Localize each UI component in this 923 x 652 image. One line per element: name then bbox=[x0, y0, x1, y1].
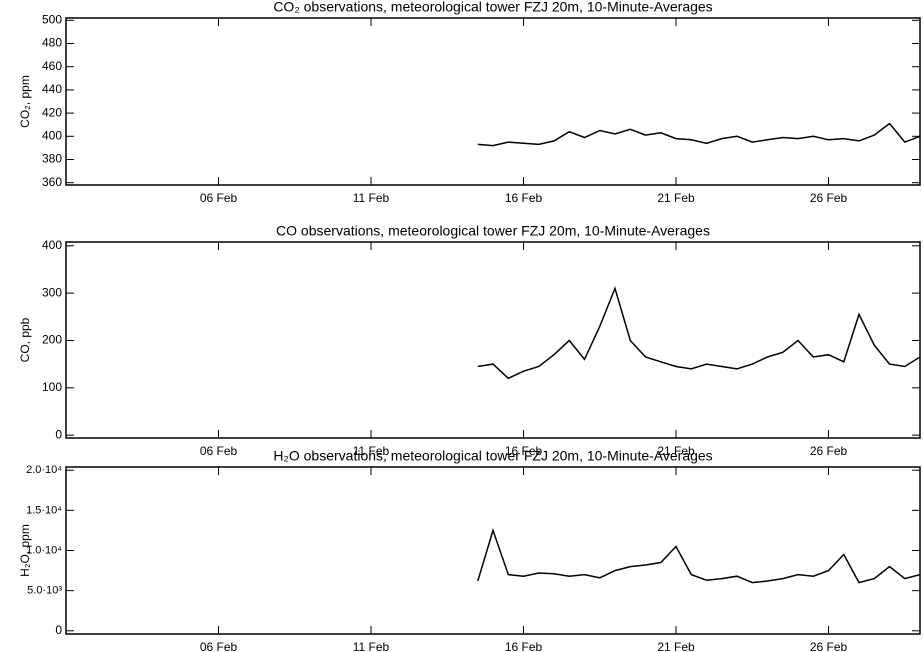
x-tick-label: 11 Feb bbox=[353, 191, 390, 205]
y-tick-label: 400 bbox=[42, 128, 62, 142]
plot-frame bbox=[65, 17, 921, 186]
y-tick-label: 420 bbox=[42, 105, 62, 119]
y-tick-label: 380 bbox=[42, 152, 62, 166]
x-tick-label: 21 Feb bbox=[657, 191, 695, 205]
y-axis-label: CO, ppb bbox=[18, 317, 32, 362]
y-tick-label: 0 bbox=[55, 427, 62, 441]
chart-panel: H₂O observations, meteorological tower F… bbox=[18, 448, 921, 652]
y-tick-label: 440 bbox=[42, 82, 62, 96]
y-tick-label: 200 bbox=[42, 333, 62, 347]
x-tick-label: 16 Feb bbox=[505, 444, 543, 458]
chart-title: CO₂ observations, meteorological tower F… bbox=[273, 0, 712, 15]
x-tick-label: 21 Feb bbox=[657, 640, 695, 652]
y-tick-label: 0 bbox=[55, 623, 62, 637]
chart-panel: CO₂ observations, meteorological tower F… bbox=[18, 0, 921, 205]
y-axis-label: H₂O, ppm bbox=[18, 524, 32, 577]
x-tick-label: 26 Feb bbox=[810, 444, 848, 458]
y-tick-label: 1.5·10⁴ bbox=[26, 504, 62, 516]
x-tick-label: 26 Feb bbox=[810, 191, 848, 205]
chart-title: H₂O observations, meteorological tower F… bbox=[273, 448, 712, 464]
x-tick-label: 11 Feb bbox=[353, 444, 390, 458]
y-tick-label: 480 bbox=[42, 36, 62, 50]
chart-panel: CO observations, meteorological tower FZ… bbox=[18, 223, 921, 458]
y-tick-label: 360 bbox=[42, 175, 62, 189]
data-line bbox=[477, 527, 921, 584]
x-tick-label: 11 Feb bbox=[353, 640, 390, 652]
y-tick-label: 500 bbox=[42, 12, 62, 26]
x-tick-label: 16 Feb bbox=[505, 640, 543, 652]
y-tick-label: 460 bbox=[42, 59, 62, 73]
x-tick-label: 21 Feb bbox=[657, 444, 695, 458]
plot-frame bbox=[65, 466, 921, 635]
y-tick-label: 400 bbox=[42, 238, 62, 252]
y-tick-label: 100 bbox=[42, 380, 62, 394]
chart-title: CO observations, meteorological tower FZ… bbox=[276, 223, 710, 239]
y-tick-label: 5.0·10³ bbox=[27, 585, 62, 597]
plot-frame bbox=[65, 241, 921, 439]
y-axis-label: CO₂, ppm bbox=[18, 75, 32, 128]
x-tick-label: 06 Feb bbox=[200, 191, 238, 205]
x-tick-label: 16 Feb bbox=[505, 191, 543, 205]
x-tick-label: 06 Feb bbox=[200, 444, 238, 458]
x-tick-label: 06 Feb bbox=[200, 640, 238, 652]
y-tick-label: 300 bbox=[42, 285, 62, 299]
data-line bbox=[477, 122, 921, 147]
x-tick-label: 26 Feb bbox=[810, 640, 848, 652]
y-tick-label: 1.0·10⁴ bbox=[26, 544, 62, 556]
y-tick-label: 2.0·10⁴ bbox=[26, 464, 62, 476]
data-line bbox=[477, 286, 921, 380]
